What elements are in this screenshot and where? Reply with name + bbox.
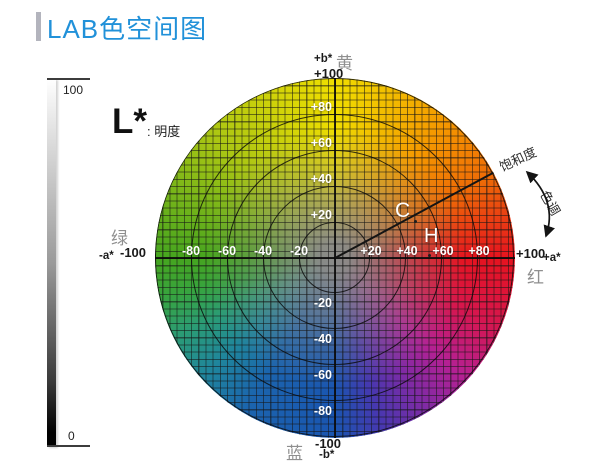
lightness-max-value: 100: [63, 83, 84, 97]
b-axis-positive-name: +b*: [314, 53, 333, 65]
a-axis-tick-label: -40: [253, 244, 273, 258]
b-axis-tick-label: +40: [310, 172, 332, 186]
blue-color-name: 蓝: [286, 444, 303, 463]
b-axis-tick-label: -20: [313, 296, 332, 310]
saturation-label: 饱和度: [497, 144, 539, 175]
b-axis-tick-label: +60: [310, 136, 332, 150]
title-accent-bar: [36, 12, 41, 41]
lightness-top-tick: [47, 78, 90, 80]
a-axis-tick-label: -20: [289, 244, 309, 258]
b-axis-min-value: -100: [315, 436, 342, 451]
chroma-label: C: [395, 199, 411, 222]
lightness-gradient-bar: [47, 79, 56, 447]
a-axis-min-value: -100: [120, 245, 147, 260]
a-axis-max-value: +100: [516, 246, 546, 261]
a-axis-tick-label: +20: [360, 244, 382, 258]
a-axis-positive-name: +a*: [543, 252, 561, 264]
a-axis-tick-label: -60: [217, 244, 237, 258]
b-axis-negative-name: -b*: [319, 449, 335, 461]
hue-direction-label: 色调: [537, 187, 564, 219]
yellow-color-name: 黄: [336, 54, 353, 73]
b-axis-tick-label: -80: [313, 404, 332, 418]
b-axis-max-value: +100: [314, 66, 344, 81]
a-axis-negative-name: -a*: [99, 250, 114, 262]
a-axis-tick-label: -80: [181, 244, 201, 258]
lightness-symbol: L*: [112, 102, 147, 141]
red-color-name: 红: [527, 268, 544, 287]
green-color-name: 绿: [111, 229, 128, 248]
hue-label: H: [424, 225, 439, 247]
page-title: LAB色空间图: [47, 14, 208, 44]
b-axis-tick-label: -60: [313, 368, 332, 382]
lightness-min-value: 0: [68, 429, 75, 443]
lightness-caption: : 明度: [147, 124, 181, 139]
a-axis-tick-label: +80: [468, 244, 490, 258]
color-wheel: -80 -60 -40 -20 +20 +40 +60 +80 +80 +60 +40 +20 -20…: [155, 78, 515, 438]
b-axis-tick-label: -40: [313, 332, 332, 346]
lightness-bottom-tick: [47, 445, 90, 447]
chroma-marker-dot: [414, 220, 417, 223]
a-axis-tick-label: +40: [396, 244, 418, 258]
hue-marker-dot: [428, 254, 431, 257]
a-axis-tick-label: +60: [432, 244, 454, 258]
b-axis-tick-label: +80: [310, 100, 332, 114]
b-axis-tick-label: +20: [310, 208, 332, 222]
